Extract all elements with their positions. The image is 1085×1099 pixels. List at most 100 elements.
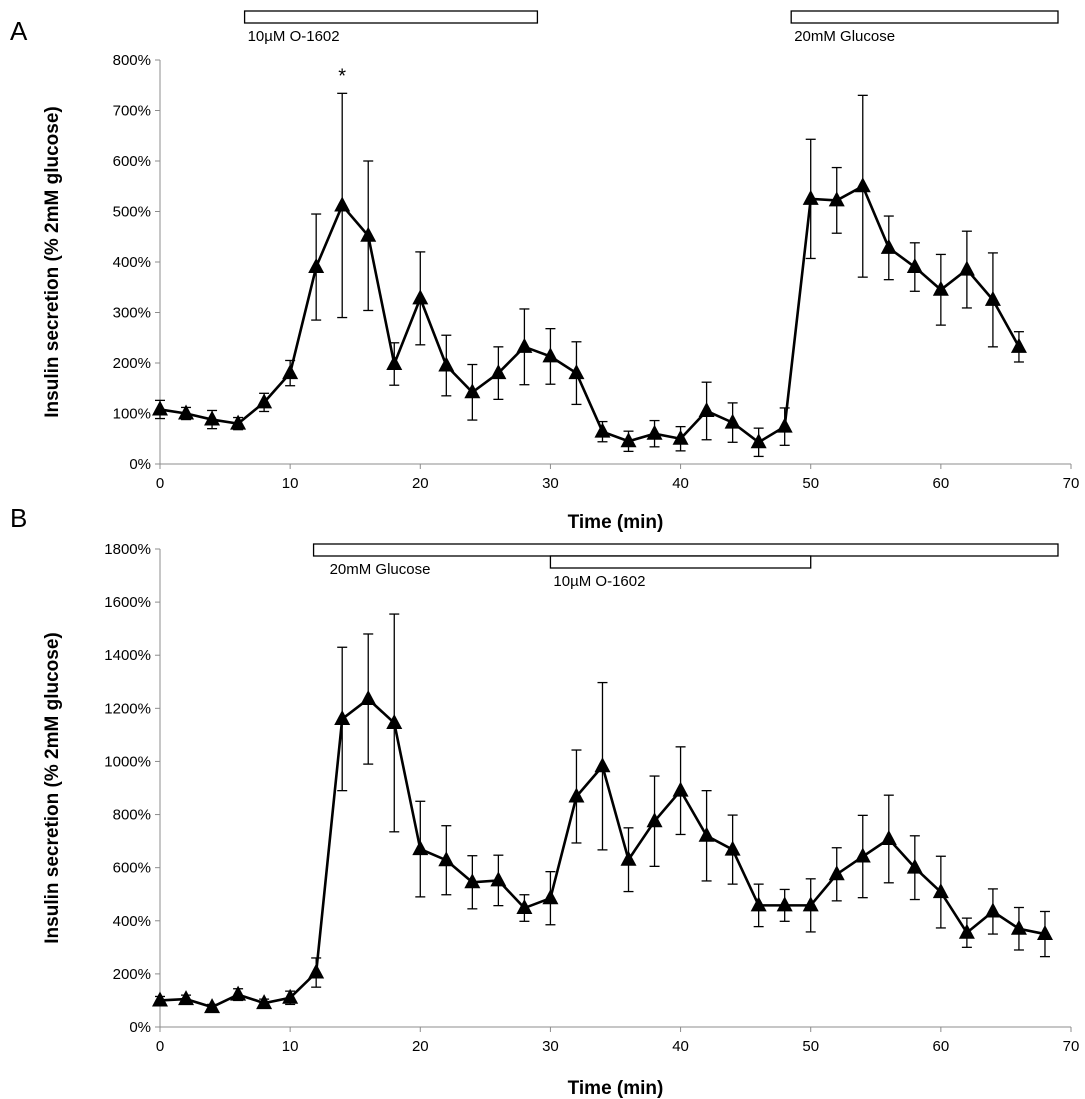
x-tick-label: 10 (282, 1038, 299, 1055)
data-point (776, 417, 793, 433)
data-point (802, 896, 819, 912)
data-point (594, 422, 611, 438)
treatment-label: 20mM Glucose (794, 28, 895, 45)
data-point (360, 226, 377, 242)
data-point (568, 364, 585, 380)
data-point (438, 851, 455, 867)
x-tick-label: 50 (802, 1038, 819, 1055)
x-tick-label: 50 (802, 475, 819, 492)
data-point (828, 865, 845, 881)
data-point (178, 404, 195, 420)
data-point (854, 847, 871, 863)
data-point (620, 432, 637, 448)
data-point (932, 280, 949, 296)
data-point (516, 337, 533, 353)
x-tick-label: 40 (672, 1038, 689, 1055)
data-point (750, 896, 767, 912)
y-tick-label: 800% (113, 52, 151, 69)
data-point (464, 873, 481, 889)
x-tick-label: 20 (412, 1038, 429, 1055)
data-point (672, 781, 689, 797)
y-tick-label: 1200% (104, 700, 151, 717)
data-point (490, 364, 507, 380)
y-tick-label: 800% (113, 807, 151, 824)
data-point (646, 424, 663, 440)
data-point (568, 787, 585, 803)
data-point (308, 258, 325, 274)
x-tick-label: 70 (1063, 475, 1080, 492)
treatment-bar (790, 10, 1059, 24)
treatment-bar (312, 543, 1059, 557)
data-point (984, 902, 1001, 918)
data-point (906, 258, 923, 274)
data-point (1010, 919, 1027, 935)
y-tick-label: 0% (129, 1019, 151, 1036)
treatment-label: 10µM O-1602 (248, 28, 340, 45)
panel-letter: B (10, 503, 27, 533)
y-axis-title: Insulin secretion (% 2mM glucose) (42, 106, 63, 417)
x-tick-label: 40 (672, 475, 689, 492)
data-point (308, 963, 325, 979)
treatment-label: 20mM Glucose (330, 561, 431, 578)
y-tick-label: 600% (113, 860, 151, 877)
data-point (828, 191, 845, 207)
data-point (724, 413, 741, 429)
data-point (802, 189, 819, 205)
data-point (152, 400, 168, 416)
data-point (204, 998, 221, 1014)
data-point (620, 850, 637, 866)
x-axis-title: Time (min) (568, 512, 664, 533)
data-point (256, 393, 273, 409)
y-tick-label: 100% (113, 406, 151, 423)
y-tick-label: 1000% (104, 753, 151, 770)
x-tick-label: 10 (282, 475, 299, 492)
data-point (594, 757, 611, 773)
data-point (906, 858, 923, 874)
data-point (490, 871, 507, 887)
treatment-bar (549, 555, 812, 569)
x-tick-label: 60 (933, 475, 950, 492)
treatment-label: 10µM O-1602 (553, 573, 645, 590)
data-point (282, 988, 299, 1004)
y-tick-label: 500% (113, 204, 151, 221)
data-point (958, 260, 975, 276)
data-point (412, 840, 429, 856)
data-point (1036, 925, 1053, 941)
data-point (698, 826, 715, 842)
data-point (516, 899, 533, 915)
data-point (698, 401, 715, 417)
data-point (542, 889, 559, 905)
data-point (438, 356, 455, 372)
data-point (646, 812, 663, 828)
y-tick-label: 1800% (104, 541, 151, 558)
data-point (386, 355, 403, 371)
data-point (360, 690, 377, 706)
data-point (984, 290, 1001, 306)
data-point (230, 414, 247, 430)
data-point (204, 410, 221, 426)
y-tick-label: 1600% (104, 594, 151, 611)
y-axis-title: Insulin secretion (% 2mM glucose) (42, 632, 63, 943)
significance-marker: * (338, 66, 346, 88)
panel-b: B 0% 200% 400% 600% 800% 1000% 1200% 1400% 1600% 1… (10, 503, 1079, 1099)
x-tick-label: 30 (542, 1038, 559, 1055)
treatment-bar (243, 10, 539, 24)
y-tick-label: 700% (113, 103, 151, 120)
x-tick-label: 0 (156, 1038, 164, 1055)
y-tick-label: 400% (113, 913, 151, 930)
y-tick-label: 600% (113, 153, 151, 170)
x-tick-label: 60 (933, 1038, 950, 1055)
data-point (230, 985, 247, 1001)
data-point (880, 829, 897, 845)
data-point (152, 991, 168, 1007)
series-line (159, 184, 1021, 444)
panel-a: A 0% 100% 200% 300% 400% 500% 600% 700% 800% 0 10 20… (10, 10, 1080, 533)
x-tick-label: 0 (156, 475, 164, 492)
data-point (412, 289, 429, 305)
data-point (672, 429, 689, 445)
data-point (542, 347, 559, 363)
panel-letter: A (10, 16, 28, 46)
data-point (1010, 337, 1027, 353)
x-tick-label: 70 (1063, 1038, 1080, 1055)
